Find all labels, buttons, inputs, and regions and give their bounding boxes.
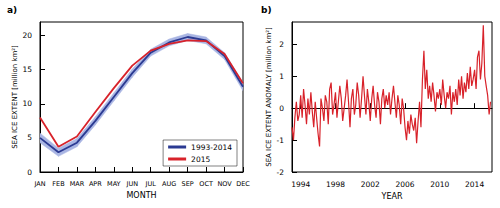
svg-text:15: 15 bbox=[22, 65, 32, 74]
svg-text:MAR: MAR bbox=[70, 180, 85, 188]
svg-text:1994: 1994 bbox=[291, 180, 310, 189]
svg-text:DEC: DEC bbox=[236, 180, 250, 188]
svg-text:2014: 2014 bbox=[465, 180, 484, 189]
svg-text:MONTH: MONTH bbox=[126, 191, 156, 200]
svg-text:2002: 2002 bbox=[361, 180, 380, 189]
svg-text:2006: 2006 bbox=[395, 180, 414, 189]
svg-text:b): b) bbox=[261, 5, 272, 15]
svg-text:OCT: OCT bbox=[199, 180, 213, 188]
svg-text:APR: APR bbox=[89, 180, 102, 188]
svg-text:JUN: JUN bbox=[125, 180, 138, 188]
svg-text:1: 1 bbox=[279, 72, 284, 81]
svg-text:2: 2 bbox=[279, 40, 284, 49]
svg-text:5: 5 bbox=[27, 133, 32, 142]
svg-text:-1: -1 bbox=[277, 136, 285, 145]
svg-text:JAN: JAN bbox=[33, 180, 45, 188]
svg-text:2010: 2010 bbox=[430, 180, 449, 189]
svg-text:20: 20 bbox=[22, 31, 32, 40]
svg-text:-2: -2 bbox=[277, 168, 285, 177]
svg-text:AUG: AUG bbox=[162, 180, 176, 188]
svg-text:MAY: MAY bbox=[107, 180, 121, 188]
svg-text:0: 0 bbox=[27, 168, 32, 177]
svg-text:10: 10 bbox=[22, 99, 32, 108]
svg-text:FEB: FEB bbox=[52, 180, 64, 188]
svg-text:0: 0 bbox=[279, 104, 284, 113]
svg-text:SEP: SEP bbox=[182, 180, 194, 188]
svg-text:SEA ICE EXTENT ANOMALY [millio: SEA ICE EXTENT ANOMALY [million km²] bbox=[265, 27, 273, 167]
svg-text:JUL: JUL bbox=[145, 180, 157, 188]
svg-text:2015: 2015 bbox=[191, 155, 210, 164]
svg-text:1998: 1998 bbox=[326, 180, 345, 189]
svg-text:NOV: NOV bbox=[217, 180, 232, 188]
svg-text:SEA ICE EXTENT [million km²]: SEA ICE EXTENT [million km²] bbox=[11, 45, 19, 149]
svg-text:YEAR: YEAR bbox=[381, 192, 403, 201]
svg-text:1993-2014: 1993-2014 bbox=[191, 143, 232, 152]
svg-text:a): a) bbox=[7, 5, 17, 15]
